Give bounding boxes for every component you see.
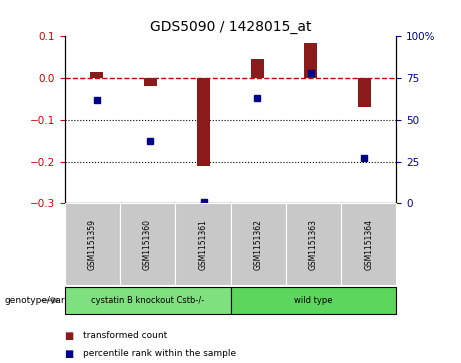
Text: transformed count: transformed count bbox=[83, 331, 167, 340]
Title: GDS5090 / 1428015_at: GDS5090 / 1428015_at bbox=[150, 20, 311, 34]
Text: genotype/variation: genotype/variation bbox=[5, 296, 91, 305]
Text: cystatin B knockout Cstb-/-: cystatin B knockout Cstb-/- bbox=[91, 296, 204, 305]
Text: GSM1151360: GSM1151360 bbox=[143, 219, 152, 270]
Bar bbox=[197, 78, 210, 166]
Text: ■: ■ bbox=[65, 331, 74, 341]
Bar bbox=[90, 72, 103, 78]
Text: GSM1151362: GSM1151362 bbox=[254, 219, 263, 270]
Bar bbox=[304, 42, 318, 78]
Text: percentile rank within the sample: percentile rank within the sample bbox=[83, 350, 236, 358]
Text: GSM1151359: GSM1151359 bbox=[88, 219, 97, 270]
Bar bbox=[143, 78, 157, 86]
Bar bbox=[358, 78, 371, 107]
Text: GSM1151363: GSM1151363 bbox=[309, 219, 318, 270]
Text: wild type: wild type bbox=[294, 296, 333, 305]
Text: GSM1151361: GSM1151361 bbox=[198, 219, 207, 270]
Text: ■: ■ bbox=[65, 349, 74, 359]
Text: GSM1151364: GSM1151364 bbox=[364, 219, 373, 270]
Bar bbox=[251, 59, 264, 78]
